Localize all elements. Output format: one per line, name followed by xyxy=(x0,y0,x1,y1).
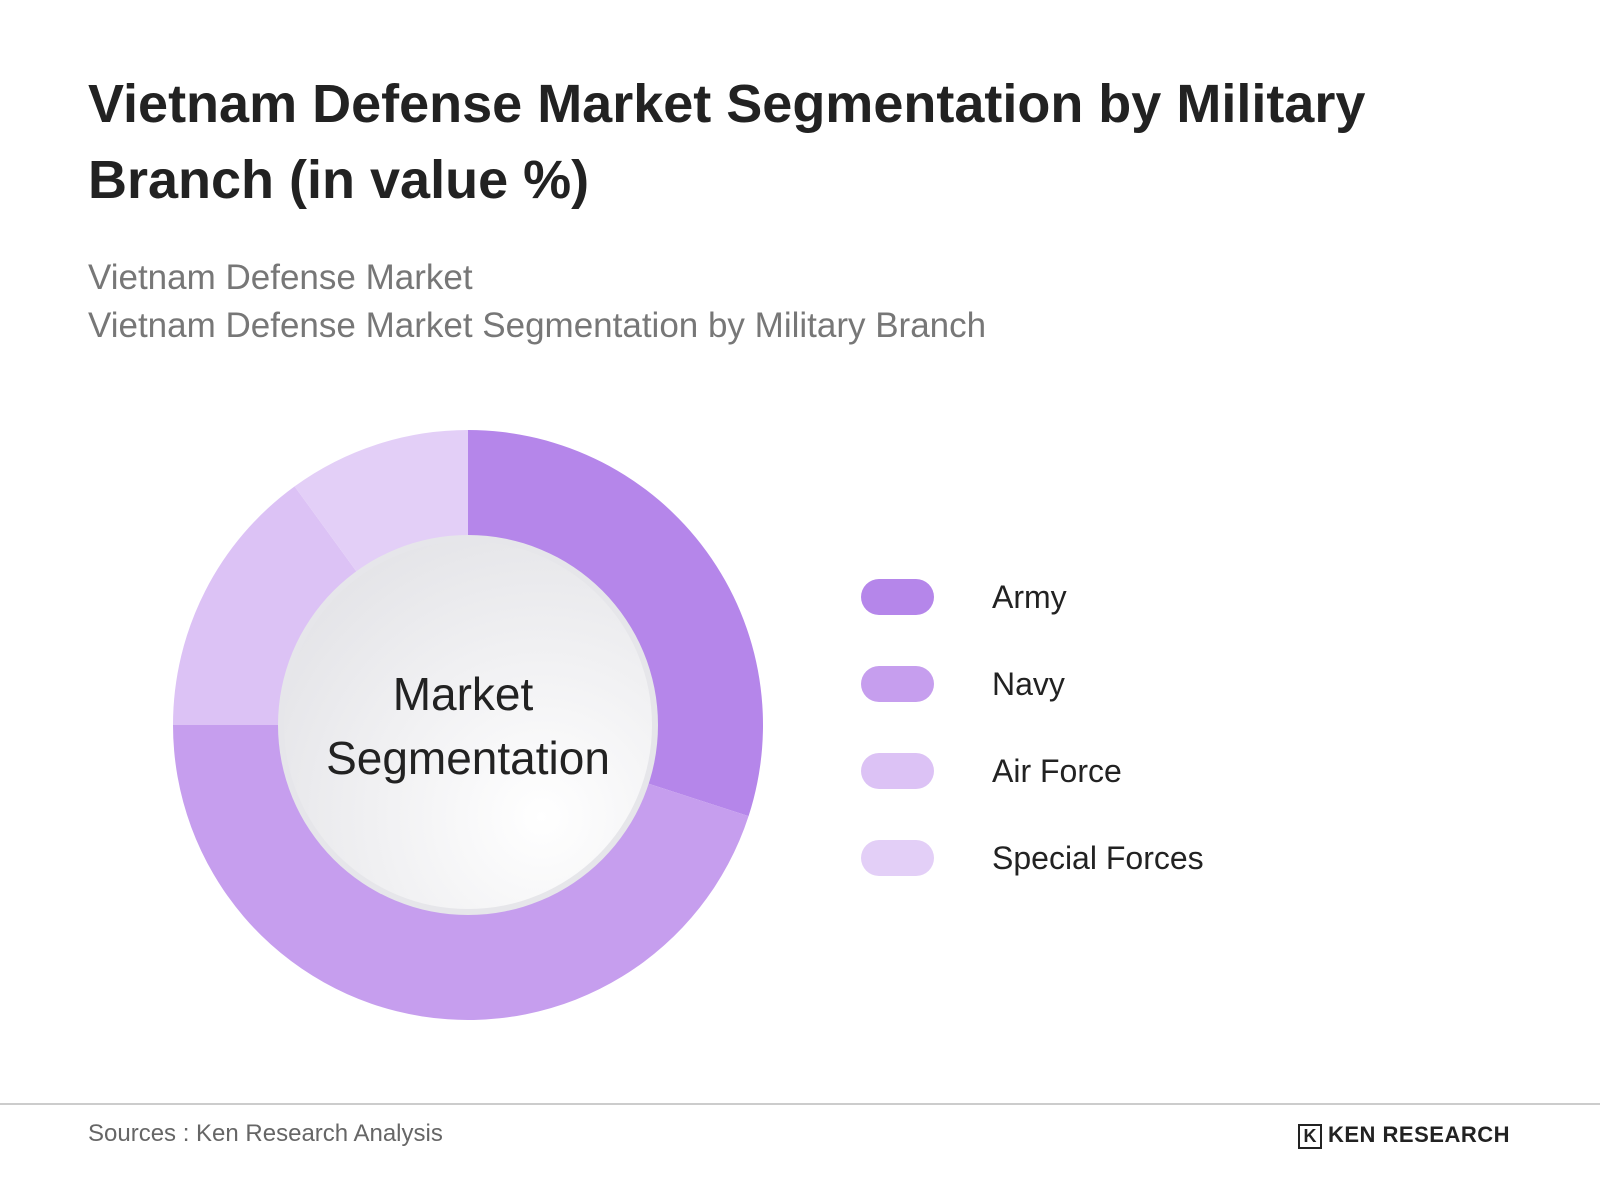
footer-rule xyxy=(0,1103,1600,1105)
slice xyxy=(468,430,763,817)
slice xyxy=(173,486,359,725)
center-label: Market xyxy=(393,668,534,720)
legend-swatch xyxy=(861,753,934,789)
center-label: Segmentation xyxy=(326,732,610,784)
subtitle: Vietnam Defense Market xyxy=(88,258,473,297)
subtitle: Vietnam Defense Market Segmentation by M… xyxy=(88,306,987,345)
legend-swatch xyxy=(861,666,934,702)
legend-label: Special Forces xyxy=(992,840,1204,876)
center-disc xyxy=(284,541,652,909)
logo-text: KEN RESEARCH xyxy=(1327,1122,1510,1147)
legend-label: Navy xyxy=(992,666,1065,702)
legend-swatch xyxy=(861,579,934,615)
source: Sources : Ken Research Analysis xyxy=(88,1120,443,1147)
slice xyxy=(173,725,749,1020)
logo: K KEN RESEARCH xyxy=(1298,1122,1510,1149)
legend-label: Army xyxy=(992,579,1067,615)
chart-title: Vietnam Defense Market Segmentation by M… xyxy=(88,74,1366,210)
chart: Market Segmentation Army Navy Air Force Spe… xyxy=(173,430,1204,1020)
legend-swatch xyxy=(861,840,934,876)
slice xyxy=(294,430,468,575)
legend-label: Air Force xyxy=(992,753,1122,789)
